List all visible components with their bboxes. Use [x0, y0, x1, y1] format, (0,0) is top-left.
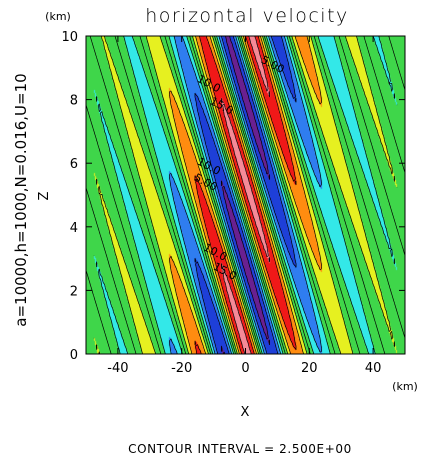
contour-line [194, 35, 297, 355]
y-tick-label: 6 [70, 157, 78, 172]
side-parameter-label: a=10000,h=1000,N=0.016,U=10 [12, 73, 30, 326]
contour-interval-footer: CONTOUR INTERVAL = 2.500E+00 [128, 442, 352, 456]
contour-lines [85, 35, 406, 355]
y-tick-label: 2 [70, 284, 78, 299]
x-axis-label: X [241, 405, 250, 420]
x-unit-label: (km) [392, 380, 418, 393]
y-tick-label: 4 [70, 221, 78, 236]
contour-line [169, 35, 322, 355]
y-axis-label: Z [37, 191, 52, 200]
x-tick-label: 0 [241, 361, 249, 376]
y-tick-label: 10 [61, 30, 78, 45]
contour-line [93, 35, 398, 355]
y-unit-label: (km) [45, 10, 71, 23]
y-tick-label: 8 [70, 94, 78, 109]
chart-title: horizontal velocity [145, 5, 349, 27]
y-tick-label: 0 [70, 348, 78, 363]
contour-line [93, 35, 398, 355]
x-tick-label: -40 [107, 361, 128, 376]
contour-line [194, 35, 297, 355]
contour-line [221, 35, 270, 355]
velocity-field [86, 36, 405, 354]
axis-ticks: -40 -20 0 20 40 0 2 4 6 8 10 [61, 30, 405, 376]
x-tick-label: 40 [365, 361, 382, 376]
x-tick-label: 20 [301, 361, 318, 376]
contour-line [169, 35, 322, 355]
x-tick-label: -20 [171, 361, 192, 376]
contour-line [221, 35, 270, 355]
